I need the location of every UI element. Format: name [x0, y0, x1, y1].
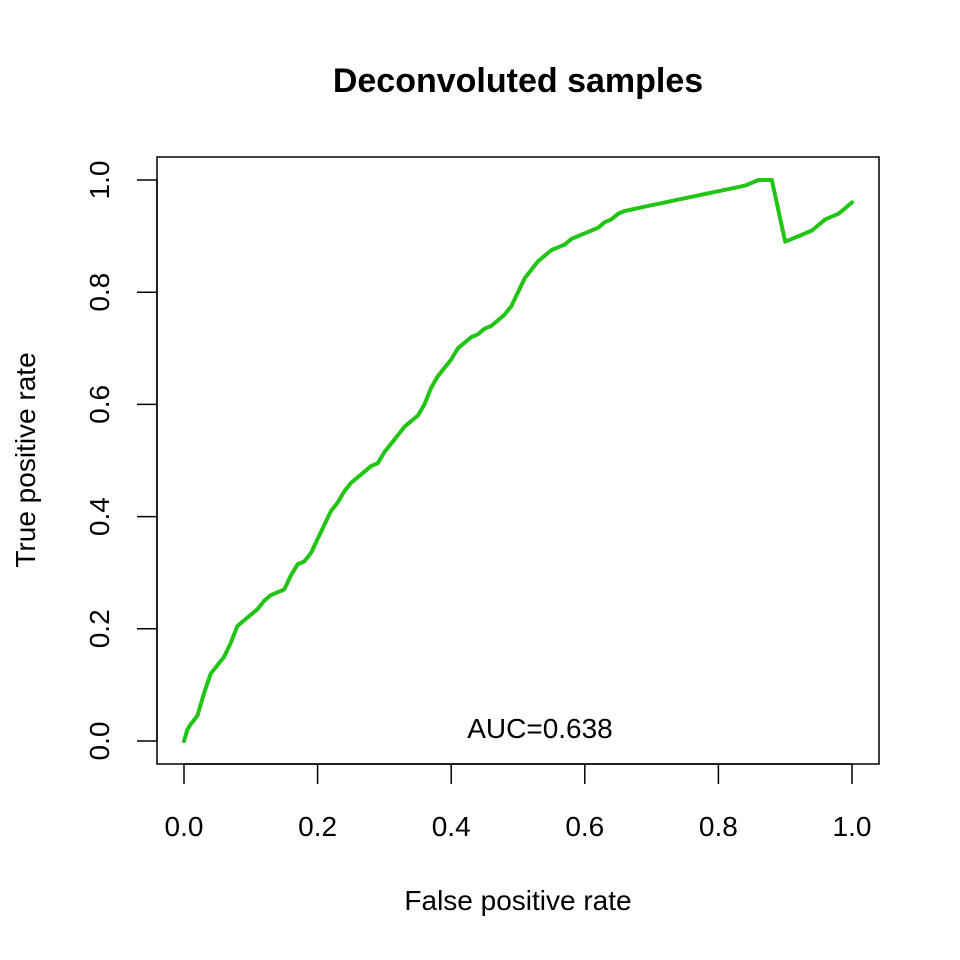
- y-axis-label: True positive rate: [10, 352, 41, 567]
- y-tick-label: 0.4: [84, 497, 115, 536]
- y-axis: 0.0 0.2 0.4 0.6 0.8 1.0: [84, 161, 158, 761]
- x-tick-label: 0.6: [565, 811, 604, 842]
- y-tick-label: 0.8: [84, 273, 115, 312]
- y-tick-label: 0.6: [84, 385, 115, 424]
- roc-curve-line: [182, 178, 854, 743]
- x-tick-label: 0.8: [699, 811, 738, 842]
- x-tick-label: 0.4: [432, 811, 471, 842]
- y-tick-label: 0.2: [84, 609, 115, 648]
- plot-frame: [156, 156, 880, 765]
- x-tick-label: 0.0: [165, 811, 204, 842]
- chart-title: Deconvoluted samples: [333, 62, 703, 100]
- x-axis: 0.0 0.2 0.4 0.6 0.8 1.0: [165, 763, 872, 842]
- auc-annotation: AUC=0.638: [467, 713, 613, 744]
- x-tick-label: 0.2: [298, 811, 337, 842]
- x-axis-label: False positive rate: [404, 885, 631, 916]
- y-tick-label: 0.0: [84, 722, 115, 761]
- x-tick-label: 1.0: [833, 811, 872, 842]
- y-tick-label: 1.0: [84, 161, 115, 200]
